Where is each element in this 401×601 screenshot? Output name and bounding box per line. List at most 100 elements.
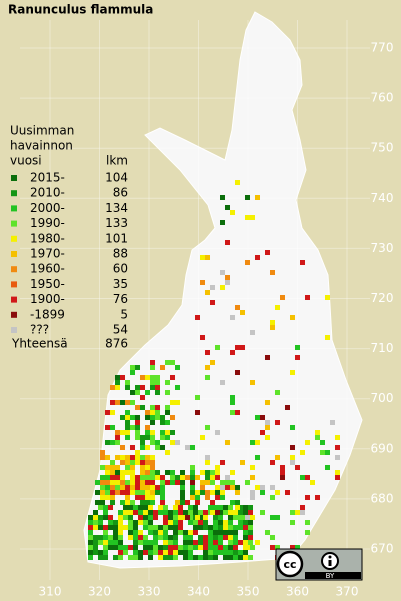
cell — [103, 530, 108, 535]
cell — [305, 495, 310, 500]
cell — [205, 365, 210, 370]
cell — [105, 470, 110, 475]
cell — [198, 555, 203, 560]
cell — [100, 475, 105, 480]
cell — [88, 550, 93, 555]
cell — [173, 505, 178, 510]
cell — [200, 470, 205, 475]
cell — [108, 525, 113, 530]
cell — [210, 500, 215, 505]
cell — [165, 360, 170, 365]
cell — [243, 505, 248, 510]
cell — [145, 375, 150, 380]
cell — [138, 515, 143, 520]
cell — [120, 500, 125, 505]
cell — [228, 545, 233, 550]
cell — [175, 440, 180, 445]
cell — [233, 510, 238, 515]
cell — [130, 490, 135, 495]
cell — [198, 545, 203, 550]
cell — [118, 525, 123, 530]
legend-heading: Uusimman — [10, 124, 74, 138]
cell — [143, 515, 148, 520]
y-label: 680 — [371, 491, 394, 505]
cell — [108, 520, 113, 525]
cell — [145, 465, 150, 470]
legend-label: 1900- — [30, 292, 65, 306]
cell — [190, 490, 195, 495]
cell — [130, 470, 135, 475]
cell — [243, 555, 248, 560]
cell — [100, 500, 105, 505]
cell — [173, 540, 178, 545]
cell — [255, 540, 260, 545]
cell — [100, 480, 105, 485]
cell — [103, 510, 108, 515]
cell — [140, 495, 145, 500]
cell — [173, 515, 178, 520]
x-label: 370 — [336, 585, 359, 599]
cell — [158, 555, 163, 560]
cell — [270, 495, 275, 500]
cell — [228, 520, 233, 525]
cell — [103, 555, 108, 560]
cell — [88, 545, 93, 550]
cell — [183, 555, 188, 560]
cell — [270, 320, 275, 325]
cell — [160, 445, 165, 450]
cell — [123, 545, 128, 550]
cell — [238, 505, 243, 510]
cell — [243, 510, 248, 515]
cell — [203, 525, 208, 530]
cell — [175, 385, 180, 390]
legend-swatch — [11, 205, 17, 212]
cell — [218, 540, 223, 545]
legend-label: 2010- — [30, 186, 65, 200]
legend-label: -1899 — [30, 307, 65, 321]
title: Ranunculus flammula — [8, 3, 153, 17]
cell — [225, 480, 230, 485]
cell — [275, 545, 280, 550]
cell — [225, 280, 230, 285]
cell — [178, 505, 183, 510]
cell — [120, 480, 125, 485]
cell — [115, 490, 120, 495]
cell — [203, 550, 208, 555]
cell — [163, 520, 168, 525]
cell — [325, 465, 330, 470]
cell — [155, 415, 160, 420]
cell — [130, 500, 135, 505]
cell — [305, 520, 310, 525]
cell — [228, 535, 233, 540]
cell — [195, 410, 200, 415]
cell — [133, 525, 138, 530]
cell — [205, 475, 210, 480]
cell — [170, 480, 175, 485]
cell — [148, 550, 153, 555]
cell — [155, 445, 160, 450]
cell — [150, 475, 155, 480]
legend-total: 876 — [105, 337, 128, 351]
cell — [113, 530, 118, 535]
cell — [110, 495, 115, 500]
cell — [260, 490, 265, 495]
cell — [255, 485, 260, 490]
cell — [150, 470, 155, 475]
cell — [218, 510, 223, 515]
cell — [173, 535, 178, 540]
cell — [195, 490, 200, 495]
cell — [128, 515, 133, 520]
cell — [195, 395, 200, 400]
cell — [113, 540, 118, 545]
cell — [135, 485, 140, 490]
cell — [250, 465, 255, 470]
cell — [135, 480, 140, 485]
cell — [93, 525, 98, 530]
cell — [170, 430, 175, 435]
cell — [115, 465, 120, 470]
x-label: 360 — [286, 585, 309, 599]
cell — [228, 540, 233, 545]
y-label: 770 — [371, 41, 394, 55]
cell — [95, 490, 100, 495]
cell — [173, 530, 178, 535]
